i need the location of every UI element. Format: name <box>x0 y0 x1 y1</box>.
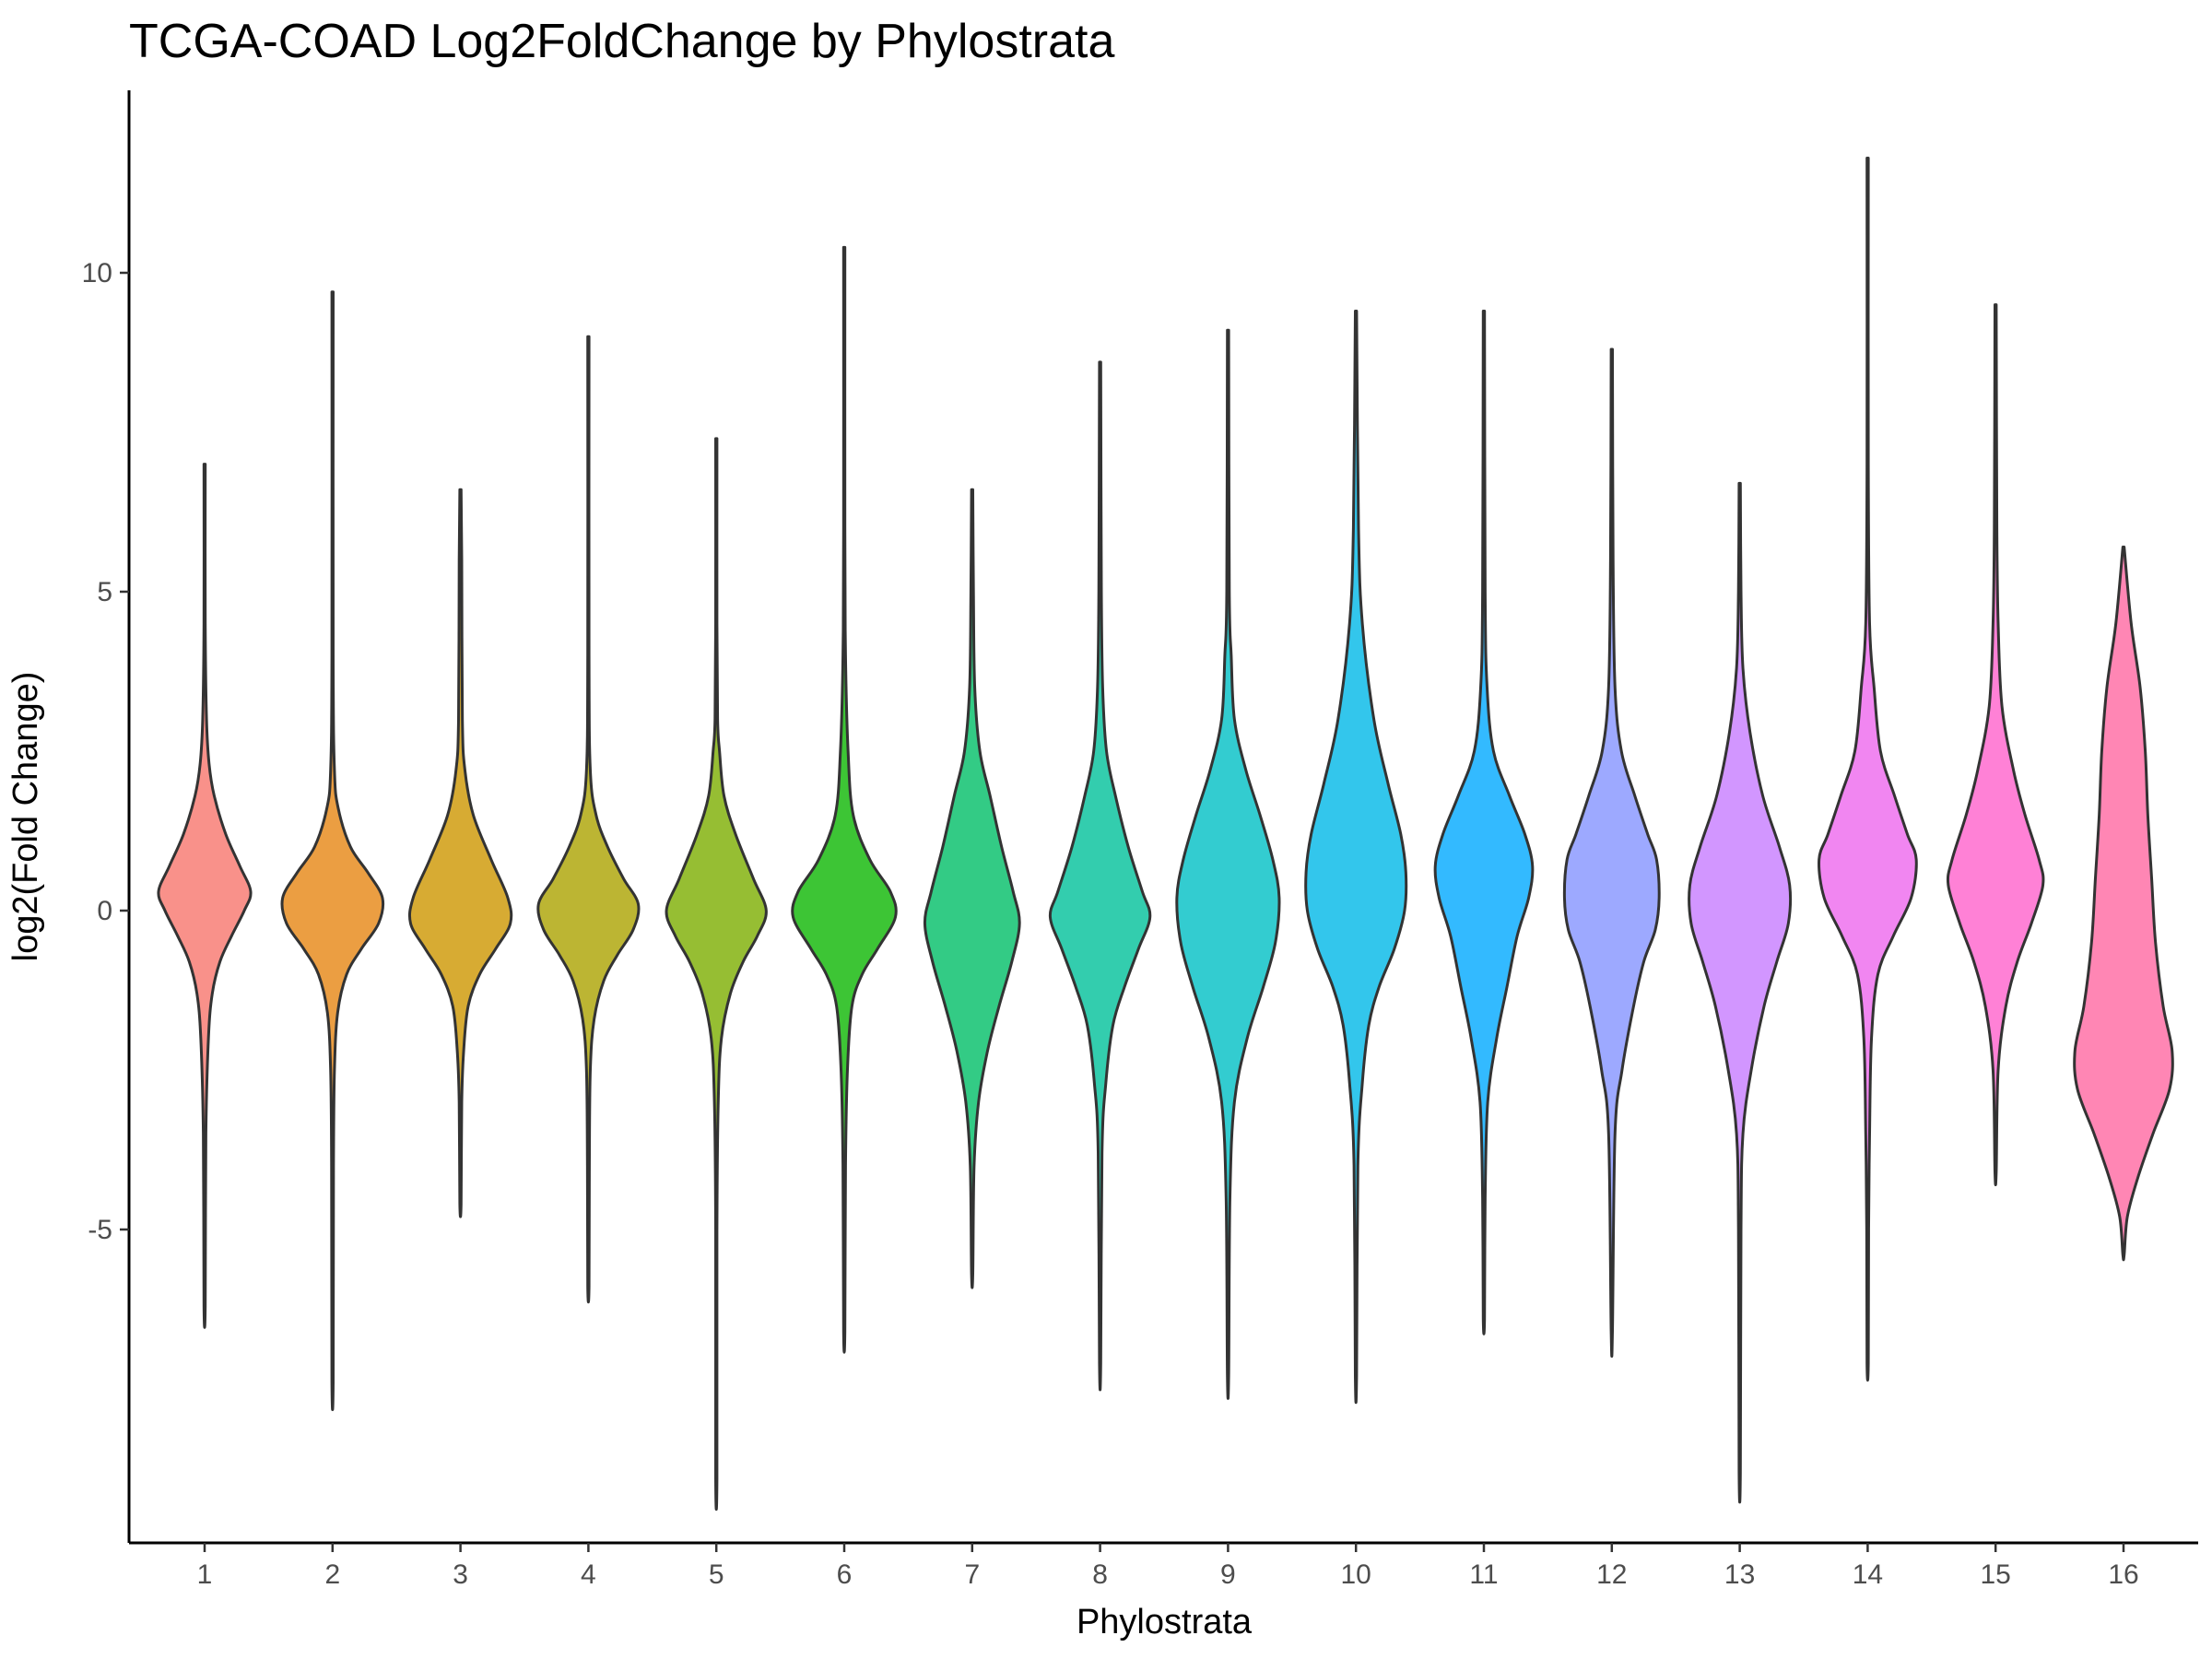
violin-4 <box>536 335 641 1304</box>
x-tick-label: 6 <box>837 1559 853 1590</box>
x-tick-label: 7 <box>964 1559 980 1590</box>
x-axis-label: Phylostrata <box>1077 1603 1253 1641</box>
violin-6 <box>791 245 898 1354</box>
violin-1 <box>157 463 253 1329</box>
violin-13 <box>1688 481 1793 1504</box>
violin-2 <box>280 290 385 1411</box>
x-tick-label: 5 <box>709 1559 724 1590</box>
x-tick-label: 15 <box>1981 1559 2011 1590</box>
y-tick-label: 0 <box>97 896 112 926</box>
violin-11 <box>1433 310 1535 1335</box>
violin-16 <box>2073 546 2174 1262</box>
violin-3 <box>407 488 513 1218</box>
x-tick-label: 8 <box>1092 1559 1108 1590</box>
x-tick-label: 12 <box>1596 1559 1627 1590</box>
x-tick-label: 14 <box>1853 1559 1883 1590</box>
x-tick-label: 13 <box>1724 1559 1755 1590</box>
violin-9 <box>1175 328 1281 1400</box>
y-tick-label: -5 <box>88 1215 112 1245</box>
y-tick-label: 5 <box>97 577 112 607</box>
chart-title: TCGA-COAD Log2FoldChange by Phylostrata <box>129 15 1114 68</box>
violin-15 <box>1946 303 2045 1187</box>
y-tick-label: 10 <box>82 258 112 288</box>
violin-7 <box>923 488 1021 1289</box>
x-tick-label: 3 <box>453 1559 468 1590</box>
violin-5 <box>665 437 768 1512</box>
x-tick-label: 10 <box>1341 1559 1371 1590</box>
violin-10 <box>1304 310 1408 1404</box>
x-tick-label: 4 <box>581 1559 596 1590</box>
plot-area <box>157 156 2174 1512</box>
y-axis-label: log2(Fold Change) <box>6 672 45 962</box>
violin-8 <box>1048 360 1152 1392</box>
x-tick-label: 9 <box>1220 1559 1236 1590</box>
violin-14 <box>1818 156 1918 1382</box>
axes <box>127 90 2198 1545</box>
violin-12 <box>1562 347 1661 1358</box>
x-tick-label: 2 <box>324 1559 340 1590</box>
x-tick-label: 11 <box>1469 1559 1498 1590</box>
x-tick-label: 16 <box>2108 1559 2138 1590</box>
x-tick-label: 1 <box>197 1559 213 1590</box>
